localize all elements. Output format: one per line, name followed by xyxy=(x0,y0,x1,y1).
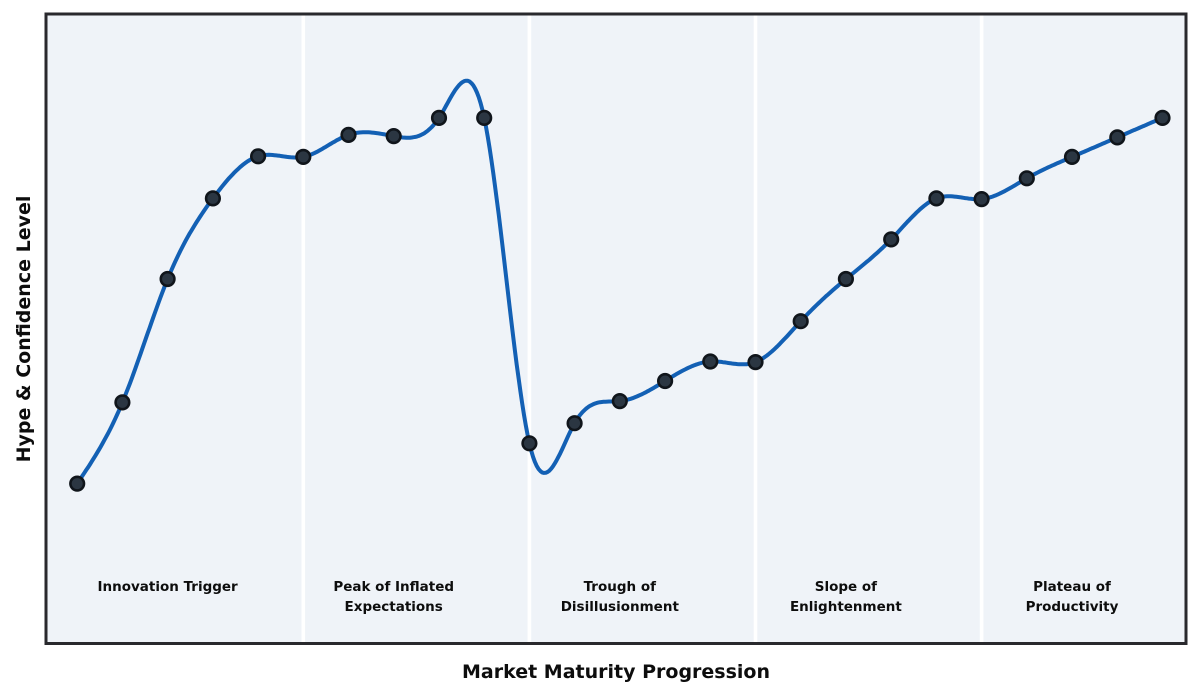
phase-label-line: Trough of xyxy=(583,579,656,595)
data-point xyxy=(476,109,493,126)
data-point xyxy=(1063,148,1081,165)
data-point xyxy=(295,148,312,165)
phase-label-slope-of-enlightenment: Slope of Enlightenment xyxy=(790,578,902,617)
data-point xyxy=(792,313,809,330)
y-axis-label: Hype & Confidence Level xyxy=(13,195,35,463)
axes-border xyxy=(44,12,1188,645)
phase-label-line: Plateau of xyxy=(1033,579,1111,595)
phase-separator xyxy=(301,14,306,644)
data-point xyxy=(702,353,719,370)
data-point xyxy=(566,415,583,432)
phase-label-plateau-of-productivity: Plateau of Productivity xyxy=(1026,578,1119,617)
phase-label-line: Enlightenment xyxy=(789,598,902,615)
phase-label-line: Innovation Trigger xyxy=(97,579,238,595)
phase-label-line: Peak of Inflated xyxy=(333,579,455,595)
data-point xyxy=(69,475,86,492)
phase-separator xyxy=(527,14,532,644)
phase-label-peak-of-inflated-expectations: Peak of Inflated Expectations xyxy=(333,578,454,617)
data-point xyxy=(204,190,221,207)
data-point xyxy=(1154,109,1171,126)
phase-label-trough-of-disillusionment: Trough of Disillusionment xyxy=(561,578,679,617)
phase-label-line: Expectations xyxy=(344,598,443,615)
phase-label-line: Slope of xyxy=(814,579,878,595)
data-point xyxy=(385,128,402,145)
data-point xyxy=(973,191,990,208)
phase-label-innovation-trigger: Innovation Trigger xyxy=(97,578,237,598)
data-point xyxy=(883,231,900,248)
data-point xyxy=(928,190,945,207)
data-point xyxy=(747,354,764,371)
data-point xyxy=(159,270,176,288)
data-point xyxy=(521,435,538,452)
data-point xyxy=(611,393,628,410)
plot-background xyxy=(46,14,1186,644)
data-point xyxy=(114,394,131,411)
phase-label-line: Productivity xyxy=(1025,598,1119,615)
data-point xyxy=(656,372,674,390)
phase-label-line: Disillusionment xyxy=(560,598,679,615)
data-point xyxy=(837,270,855,288)
phase-separator xyxy=(979,14,984,644)
data-point xyxy=(1109,129,1126,146)
phase-separator xyxy=(753,14,758,644)
data-point xyxy=(1018,170,1035,187)
data-point xyxy=(430,109,448,126)
data-point xyxy=(340,126,357,143)
x-axis-label: Market Maturity Progression xyxy=(461,661,771,683)
data-point xyxy=(250,148,267,165)
